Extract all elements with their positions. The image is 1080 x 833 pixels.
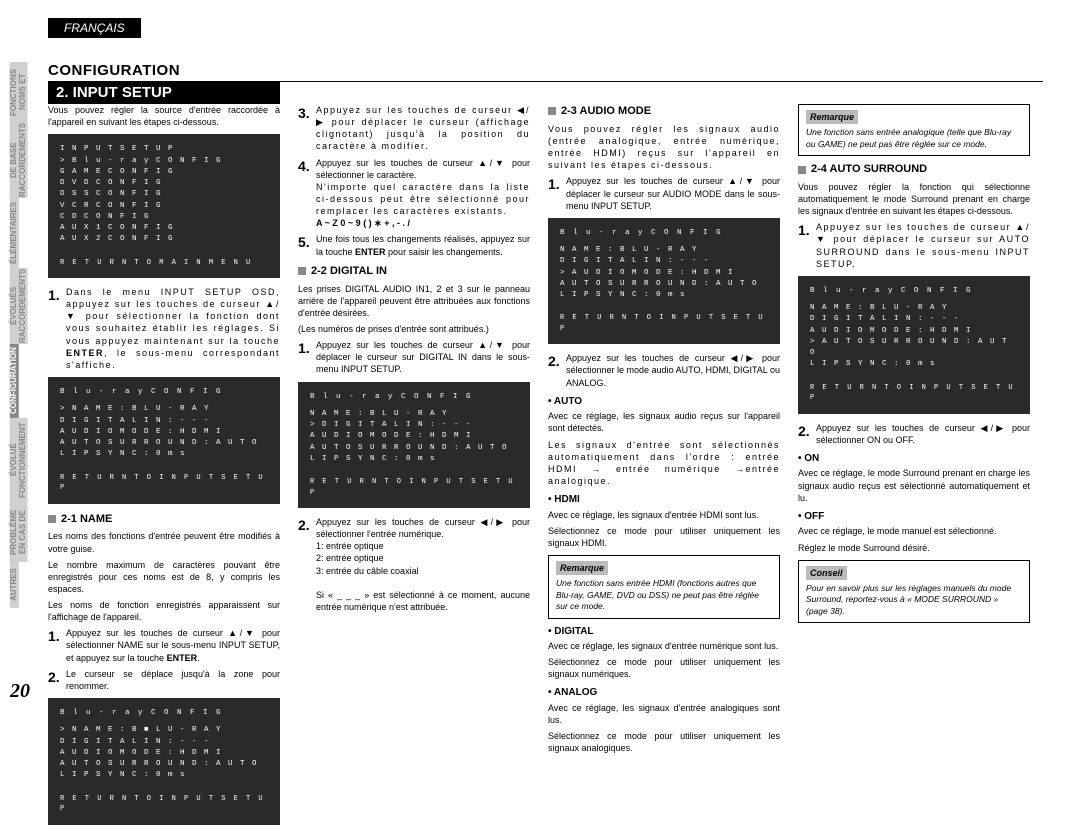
step-num: 1. — [548, 175, 566, 211]
tip-body: Pour en savoir plus sur les réglages man… — [806, 583, 1022, 617]
sidebar-item: RACCORDEMENTSÉVOLUÉS — [10, 268, 28, 344]
column-2: 3.Appuyez sur les touches de curseur ◀/▶… — [298, 104, 530, 833]
step-num: 4. — [298, 157, 316, 230]
column-1: Vous pouvez régler la source d'entrée ra… — [48, 104, 280, 833]
sidebar-item: FONCTIONNEMENTÉVOLUÉ — [10, 418, 28, 502]
bullet-off: OFF — [798, 510, 1030, 524]
step-text: Appuyez sur les touches de curseur ◀/▶ p… — [316, 516, 530, 613]
intro-text: Vous pouvez régler la source d'entrée ra… — [48, 104, 280, 128]
step-text: Appuyez sur les touches de curseur ◀/▶ p… — [316, 104, 530, 153]
sidebar-item: ÉLÉMENTAIRES — [10, 198, 19, 268]
note-body: Une fonction sans entrée analogique (tel… — [806, 127, 1022, 150]
step-text: Appuyez sur les touches de curseur ▲/▼ p… — [816, 221, 1030, 270]
tip-box: Conseil Pour en savoir plus sur les régl… — [798, 560, 1030, 624]
bullet-on: ON — [798, 452, 1030, 466]
tip-header: Conseil — [806, 566, 847, 580]
osd-input-setup: I N P U T S E T U P> B l u - r a y C O N… — [48, 134, 280, 278]
sidebar-item: CONFIGURATION — [10, 344, 19, 418]
osd-digital-in: B l u - r a y C O N F I G N A M E : B L … — [298, 382, 530, 509]
osd-config-rename: B l u - r a y C O N F I G> N A M E : B ■… — [48, 698, 280, 825]
off-desc-2: Réglez le mode Surround désiré. — [798, 542, 1030, 554]
analog-desc-2: Sélectionnez ce mode pour utiliser uniqu… — [548, 730, 780, 754]
step-num: 3. — [298, 104, 316, 153]
section-title: CONFIGURATION — [48, 62, 1043, 82]
step-text: Appuyez sur les touches de curseur ▲/▼ p… — [316, 157, 530, 230]
bullet-hdmi: HDMI — [548, 493, 780, 507]
off-desc-1: Avec ce réglage, le mode manuel est séle… — [798, 525, 1030, 537]
note-hdmi: Remarque Une fonction sans entrée HDMI (… — [548, 555, 780, 619]
heading-auto-surround: 2-4 AUTO SURROUND — [798, 162, 1030, 177]
heading-digital-in: 2-2 DIGITAL IN — [298, 264, 530, 279]
note-header: Remarque — [806, 110, 858, 124]
step-text: Appuyez sur les touches de curseur ◀/▶ p… — [816, 422, 1030, 446]
step-text: Appuyez sur les touches de curseur ▲/▼ p… — [66, 627, 280, 663]
square-icon — [48, 515, 56, 523]
name-desc-3: Les noms de fonction enregistrés apparai… — [48, 599, 280, 623]
note-header: Remarque — [556, 561, 608, 575]
step-num: 1. — [298, 339, 316, 375]
step-num: 2. — [798, 422, 816, 446]
column-3: 2-3 AUDIO MODE Vous pouvez régler les si… — [548, 104, 780, 833]
sidebar-item: AUTRES — [10, 562, 19, 608]
square-icon — [548, 107, 556, 115]
sidebar-item: EN CAS DEPROBLÈME — [10, 502, 28, 562]
sidebar-item: RACCORDEMENTSDE BASE — [10, 122, 28, 198]
auto-desc-1: Avec ce réglage, les signaux audio reçus… — [548, 410, 780, 434]
name-desc-1: Les noms des fonctions d'entrée peuvent … — [48, 530, 280, 554]
page-title: 2. INPUT SETUP — [48, 82, 280, 104]
step-text: Une fois tous les changements réalisés, … — [316, 233, 530, 257]
step-text: Dans le menu INPUT SETUP OSD, appuyez su… — [66, 286, 280, 371]
step-num: 1. — [48, 627, 66, 663]
step-num: 2. — [48, 668, 66, 692]
square-icon — [298, 267, 306, 275]
hdmi-desc-1: Avec ce réglage, les signaux d'entrée HD… — [548, 509, 780, 521]
digital-desc-2: Sélectionnez ce mode pour utiliser uniqu… — [548, 656, 780, 680]
on-desc: Avec ce réglage, le mode Surround prenan… — [798, 467, 1030, 503]
heading-name: 2-1 NAME — [48, 512, 280, 527]
bullet-digital: DIGITAL — [548, 625, 780, 639]
column-4: Remarque Une fonction sans entrée analog… — [798, 104, 1030, 833]
note-body: Une fonction sans entrée HDMI (fonctions… — [556, 578, 772, 612]
name-desc-2: Le nombre maximum de caractères pouvant … — [48, 559, 280, 595]
sidebar-nav: NOMS ETFONCTIONSRACCORDEMENTSDE BASEÉLÉM… — [10, 62, 38, 608]
osd-auto-surround: B l u - r a y C O N F I G N A M E : B L … — [798, 276, 1030, 414]
square-icon — [798, 166, 806, 174]
step-num: 2. — [548, 352, 566, 388]
digital-desc-1: Les prises DIGITAL AUDIO IN1, 2 et 3 sur… — [298, 283, 530, 319]
digital-desc-2: (Les numéros de prises d'entrée sont att… — [298, 323, 530, 335]
page-number: 20 — [10, 680, 30, 703]
osd-audio-mode: B l u - r a y C O N F I G N A M E : B L … — [548, 218, 780, 345]
step-text: Le curseur se déplace jusqu'à la zone po… — [66, 668, 280, 692]
surround-desc: Vous pouvez régler la fonction qui sélec… — [798, 181, 1030, 217]
step-text: Appuyez sur les touches de curseur ▲/▼ p… — [566, 175, 780, 211]
audio-desc: Vous pouvez régler les signaux audio (en… — [548, 123, 780, 172]
step-num: 1. — [48, 286, 66, 371]
bullet-analog: ANALOG — [548, 686, 780, 700]
step-num: 2. — [298, 516, 316, 613]
hdmi-desc-2: Sélectionnez ce mode pour utiliser uniqu… — [548, 525, 780, 549]
step-num: 5. — [298, 233, 316, 257]
language-tab: FRANÇAIS — [48, 18, 141, 38]
analog-desc-1: Avec ce réglage, les signaux d'entrée an… — [548, 702, 780, 726]
sidebar-item: NOMS ETFONCTIONS — [10, 62, 28, 122]
bullet-auto: AUTO — [548, 395, 780, 409]
digital-desc-1: Avec ce réglage, les signaux d'entrée nu… — [548, 640, 780, 652]
osd-config-1: B l u - r a y C O N F I G> N A M E : B L… — [48, 377, 280, 504]
step-text: Appuyez sur les touches de curseur ◀/▶ p… — [566, 352, 780, 388]
heading-audio-mode: 2-3 AUDIO MODE — [548, 104, 780, 119]
note-analog: Remarque Une fonction sans entrée analog… — [798, 104, 1030, 156]
step-num: 1. — [798, 221, 816, 270]
step-text: Appuyez sur les touches de curseur ▲/▼ p… — [316, 339, 530, 375]
auto-desc-2: Les signaux d'entrée sont sélectionnés a… — [548, 439, 780, 488]
